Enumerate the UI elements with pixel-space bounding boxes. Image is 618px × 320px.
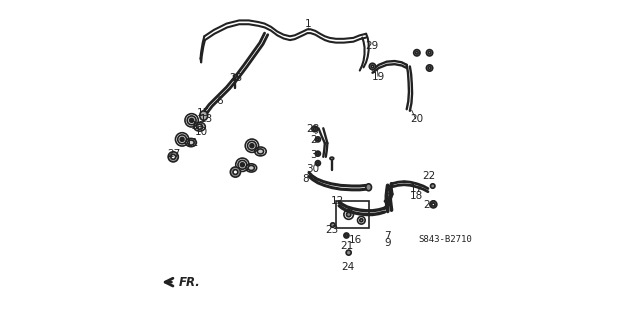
Ellipse shape bbox=[250, 144, 254, 148]
Text: 23: 23 bbox=[325, 225, 339, 236]
Text: S843-B2710: S843-B2710 bbox=[418, 235, 472, 244]
Ellipse shape bbox=[197, 124, 203, 129]
Text: 7: 7 bbox=[384, 231, 391, 241]
Ellipse shape bbox=[432, 203, 435, 206]
Ellipse shape bbox=[233, 170, 238, 174]
Ellipse shape bbox=[315, 151, 320, 156]
Ellipse shape bbox=[317, 153, 319, 155]
Text: 11: 11 bbox=[185, 138, 199, 148]
Ellipse shape bbox=[426, 50, 433, 56]
Text: 6: 6 bbox=[216, 96, 223, 106]
Ellipse shape bbox=[180, 138, 184, 141]
Text: 3: 3 bbox=[310, 150, 316, 160]
Ellipse shape bbox=[177, 135, 187, 144]
Ellipse shape bbox=[231, 167, 240, 177]
Ellipse shape bbox=[317, 138, 319, 140]
Ellipse shape bbox=[347, 212, 351, 217]
Text: 9: 9 bbox=[384, 238, 391, 248]
Ellipse shape bbox=[431, 184, 435, 188]
Text: 22: 22 bbox=[422, 172, 436, 181]
Ellipse shape bbox=[188, 140, 194, 145]
Text: 26: 26 bbox=[423, 200, 437, 210]
Ellipse shape bbox=[315, 137, 320, 142]
Text: 30: 30 bbox=[307, 164, 320, 174]
Ellipse shape bbox=[345, 234, 347, 236]
Text: 16: 16 bbox=[349, 235, 362, 245]
Text: 17: 17 bbox=[410, 184, 423, 194]
Ellipse shape bbox=[238, 160, 247, 169]
Ellipse shape bbox=[171, 155, 176, 159]
Text: 5: 5 bbox=[384, 193, 391, 203]
Text: 20: 20 bbox=[410, 114, 423, 124]
Text: 25: 25 bbox=[229, 73, 242, 83]
Ellipse shape bbox=[330, 157, 334, 160]
Ellipse shape bbox=[190, 118, 193, 122]
Ellipse shape bbox=[366, 184, 371, 191]
Ellipse shape bbox=[248, 165, 255, 171]
Ellipse shape bbox=[257, 149, 264, 154]
Text: 29: 29 bbox=[365, 41, 378, 51]
Text: 27: 27 bbox=[167, 149, 181, 159]
Text: 24: 24 bbox=[341, 262, 354, 272]
Text: 14: 14 bbox=[191, 121, 204, 131]
Ellipse shape bbox=[168, 152, 179, 162]
Text: 13: 13 bbox=[200, 114, 213, 124]
Text: 4: 4 bbox=[384, 185, 391, 195]
Ellipse shape bbox=[187, 116, 196, 125]
Text: 28: 28 bbox=[306, 124, 320, 134]
Ellipse shape bbox=[428, 67, 431, 69]
Text: 2: 2 bbox=[310, 135, 316, 145]
Ellipse shape bbox=[430, 201, 437, 208]
Ellipse shape bbox=[313, 128, 316, 130]
Text: 19: 19 bbox=[371, 72, 385, 82]
Ellipse shape bbox=[312, 126, 318, 132]
Ellipse shape bbox=[360, 219, 363, 222]
Text: 10: 10 bbox=[195, 127, 208, 137]
Ellipse shape bbox=[315, 161, 320, 166]
Ellipse shape bbox=[331, 223, 335, 227]
Ellipse shape bbox=[428, 52, 431, 54]
Text: 1: 1 bbox=[305, 19, 311, 28]
Ellipse shape bbox=[426, 65, 433, 71]
Text: FR.: FR. bbox=[179, 276, 201, 289]
Ellipse shape bbox=[240, 163, 244, 167]
Text: 18: 18 bbox=[410, 190, 423, 201]
Ellipse shape bbox=[344, 233, 349, 238]
Ellipse shape bbox=[346, 250, 351, 255]
Ellipse shape bbox=[371, 65, 374, 68]
Ellipse shape bbox=[200, 111, 208, 120]
Text: 8: 8 bbox=[303, 174, 309, 184]
Ellipse shape bbox=[247, 141, 256, 150]
Text: 15: 15 bbox=[197, 108, 210, 118]
Ellipse shape bbox=[234, 75, 237, 77]
Ellipse shape bbox=[415, 52, 418, 54]
Ellipse shape bbox=[413, 50, 420, 56]
Text: 12: 12 bbox=[331, 196, 344, 206]
Ellipse shape bbox=[317, 162, 319, 164]
Ellipse shape bbox=[370, 63, 376, 69]
Text: 21: 21 bbox=[340, 241, 353, 251]
